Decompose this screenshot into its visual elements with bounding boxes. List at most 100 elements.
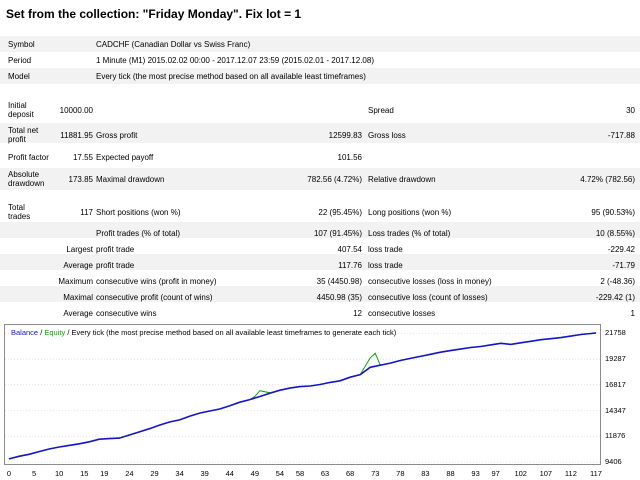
x-tick-label: 15 [80,469,89,478]
expected-payoff-label: Expected payoff [96,153,154,162]
y-tick-label: 14347 [605,405,626,415]
average-cons-label: Average [63,309,93,318]
x-tick-label: 5 [31,469,37,478]
profit-trades-value: 107 (91.45%) [313,229,362,238]
absolute-drawdown-value: 173.85 [68,175,93,184]
legend-separator: / [38,328,45,337]
legend-equity: Equity [44,328,66,337]
relative-drawdown-value: 4.72% (782.56) [580,175,635,184]
max-cons-wins-value: 35 (4450.98) [316,277,362,286]
gross-profit-value: 12599.83 [328,131,362,140]
maximal-cons-profit-value: 4450.98 (35) [316,293,362,302]
y-tick-label: 11876 [605,431,626,441]
row-shade [0,286,640,302]
model-label: Model [8,72,30,81]
legend-description: / Every tick (the most precise method ba… [65,328,397,337]
profit-factor-label: Profit factor [8,153,49,162]
long-positions-value: 95 (90.53%) [591,208,635,217]
max-cons-wins-label: consecutive wins (profit in money) [96,277,217,286]
largest-profit-value: 407.54 [337,245,362,254]
total-net-profit-label: Total net profit [8,126,39,144]
maximal-drawdown-value: 782.56 (4.72%) [307,175,362,184]
maximum-label: Maximum [58,277,93,286]
x-tick-label: 102 [514,469,527,478]
y-tick-label: 21758 [605,328,626,338]
avg-cons-losses-label: consecutive losses [368,309,436,318]
y-tick-label: 19287 [605,354,626,364]
largest-profit-label: profit trade [96,245,135,254]
x-tick-label: 73 [371,469,380,478]
x-tick-label: 63 [320,469,330,478]
short-positions-label: Short positions (won %) [96,208,181,217]
long-positions-label: Long positions (won %) [368,208,452,217]
x-tick-label: 68 [345,469,355,478]
avg-cons-losses-value: 1 [630,309,635,318]
x-tick-label: 49 [250,469,259,478]
row-shade [0,36,640,52]
total-net-profit-value: 11881.95 [60,131,93,140]
avg-cons-wins-value: 12 [353,309,362,318]
average-profit-value: 117.76 [338,261,362,270]
x-tick-label: 44 [225,469,234,478]
maximal-cons-profit-label: consecutive profit (count of wins) [96,293,213,302]
x-tick-label: 93 [471,469,480,478]
x-tick-label: 117 [590,469,602,478]
average-label: Average [63,261,93,270]
gross-loss-value: -717.88 [607,131,635,140]
maximal-label: Maximal [63,293,93,302]
maximal-drawdown-label: Maximal drawdown [96,175,165,184]
y-tick-label: 9406 [605,457,622,466]
symbol-label: Symbol [8,40,35,49]
x-tick-label: 97 [491,469,500,478]
balance-chart: Balance / Equity / Every tick (the most … [4,324,601,465]
row-shade [0,254,640,270]
x-tick-label: 0 [6,469,12,478]
initial-deposit-value: 10000.00 [59,106,93,115]
x-tick-label: 19 [100,469,109,478]
series-line-balance [8,332,597,460]
max-cons-losses-label: consecutive losses (loss in money) [368,277,492,286]
y-tick-label: 16817 [605,379,626,389]
report-title: Set from the collection: "Friday Monday"… [6,7,302,21]
symbol-value: CADCHF (Canadian Dollar vs Swiss Franc) [96,40,251,49]
max-cons-losses-value: 2 (-48.36) [600,277,635,286]
expected-payoff-value: 101.56 [337,153,362,162]
x-tick-label: 29 [150,469,159,478]
chart-canvas [5,332,600,463]
x-tick-label: 112 [564,469,577,478]
x-tick-label: 78 [396,469,405,478]
average-profit-label: profit trade [96,261,135,270]
profit-trades-label: Profit trades (% of total) [96,229,181,238]
x-tick-label: 58 [295,469,305,478]
relative-drawdown-label: Relative drawdown [368,175,436,184]
profit-factor-value: 17.55 [72,153,93,162]
avg-cons-wins-label: consecutive wins [96,309,157,318]
x-tick-label: 10 [54,469,64,478]
x-tick-label: 83 [421,469,430,478]
x-tick-label: 88 [446,469,455,478]
total-trades-value: 117 [80,208,93,217]
x-tick-label: 39 [200,469,209,478]
largest-label: Largest [66,245,93,254]
gross-profit-label: Gross profit [96,131,138,140]
spread-label: Spread [368,106,394,115]
loss-trades-value: 10 (8.55%) [595,229,635,238]
row-shade [0,222,640,238]
chart-legend: Balance / Equity / Every tick (the most … [11,328,397,337]
gross-loss-label: Gross loss [368,131,406,140]
initial-deposit-label: Initial deposit [8,101,34,119]
legend-balance: Balance [11,328,39,337]
x-tick-label: 54 [275,469,285,478]
period-value: 1 Minute (M1) 2015.02.02 00:00 - 2017.12… [96,56,374,65]
x-tick-label: 24 [125,469,134,478]
period-label: Period [8,56,32,65]
total-trades-label: Total trades [8,203,31,221]
spread-value: 30 [626,106,635,115]
row-shade [0,168,640,190]
maximal-cons-loss-value: -229.42 (1) [595,293,635,302]
largest-loss-value: -229.42 [607,245,635,254]
largest-loss-label: loss trade [368,245,403,254]
maximal-cons-loss-label: consecutive loss (count of losses) [368,293,488,302]
x-tick-label: 34 [175,469,184,478]
row-shade [0,123,640,143]
